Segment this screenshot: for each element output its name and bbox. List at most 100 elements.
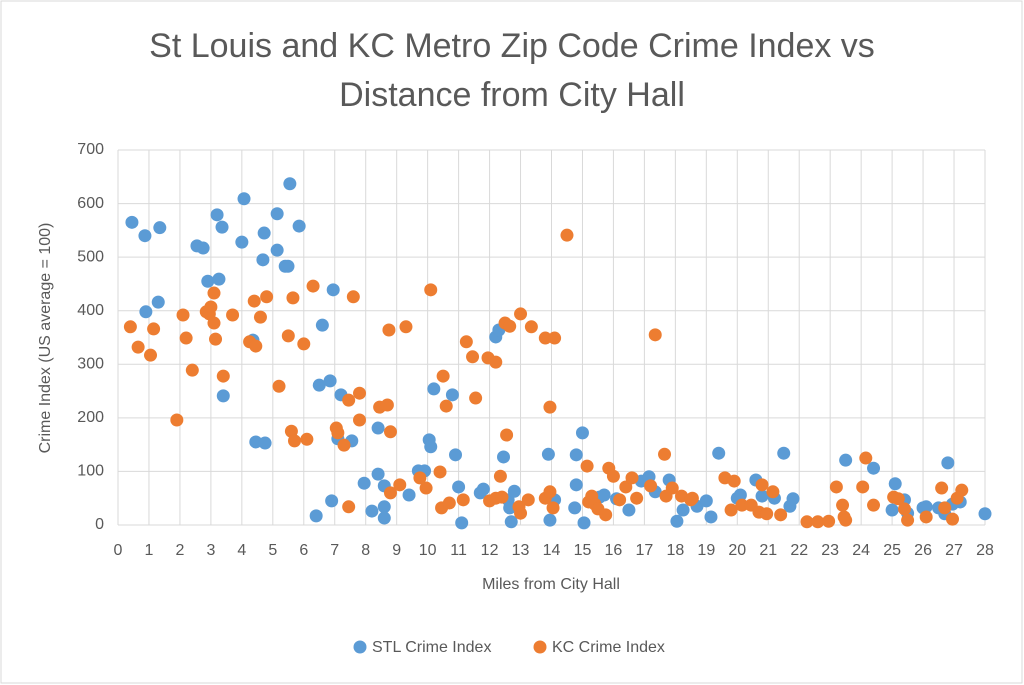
point — [625, 471, 639, 485]
point — [885, 503, 899, 517]
x-tick-label: 25 — [883, 542, 901, 559]
point — [281, 329, 295, 343]
point — [897, 502, 911, 516]
point — [569, 448, 583, 462]
point — [644, 479, 658, 493]
point — [216, 389, 230, 403]
point — [476, 482, 490, 496]
point — [312, 378, 326, 392]
point — [685, 491, 699, 505]
point — [207, 316, 221, 330]
x-tick-label: 11 — [450, 542, 467, 559]
point — [357, 476, 371, 490]
point — [606, 469, 620, 483]
point — [258, 436, 272, 450]
x-tick-label: 10 — [419, 542, 437, 559]
point — [676, 503, 690, 517]
y-tick-label: 500 — [77, 248, 104, 265]
point — [297, 337, 311, 351]
point — [670, 514, 684, 528]
point — [630, 491, 644, 505]
y-tick-label: 300 — [77, 356, 104, 373]
point — [176, 308, 190, 322]
point — [235, 235, 249, 249]
point — [123, 320, 137, 334]
point — [577, 516, 591, 530]
point — [919, 500, 933, 514]
point — [514, 506, 528, 520]
point — [829, 480, 843, 494]
point — [216, 369, 230, 383]
point — [867, 498, 881, 512]
point — [497, 450, 511, 464]
point — [541, 447, 555, 461]
point — [424, 283, 438, 297]
y-tick-label: 200 — [77, 409, 104, 426]
point — [131, 340, 145, 354]
point — [935, 481, 949, 495]
point — [733, 488, 747, 502]
x-tick-label: 0 — [114, 542, 123, 559]
point — [507, 484, 521, 498]
point — [459, 335, 473, 349]
point — [786, 492, 800, 506]
x-tick-label: 3 — [206, 542, 215, 559]
point — [436, 369, 450, 383]
legend-label: KC Crime Index — [552, 639, 665, 656]
x-tick-label: 2 — [175, 542, 184, 559]
x-tick-label: 8 — [361, 542, 370, 559]
point — [433, 465, 447, 479]
point — [315, 318, 329, 332]
point — [755, 478, 769, 492]
legend-marker — [533, 640, 547, 654]
point — [323, 374, 337, 388]
point — [888, 477, 902, 491]
point — [839, 513, 853, 527]
point — [377, 511, 391, 525]
point — [292, 219, 306, 233]
point — [622, 503, 636, 517]
point — [179, 331, 193, 345]
point — [247, 294, 261, 308]
x-tick-label: 20 — [728, 542, 746, 559]
point — [735, 498, 749, 512]
x-tick-label: 16 — [605, 542, 623, 559]
point — [760, 507, 774, 521]
x-tick-label: 21 — [759, 542, 777, 559]
point — [466, 350, 480, 364]
point — [543, 400, 557, 414]
x-tick-label: 26 — [914, 542, 932, 559]
x-tick-label: 1 — [145, 542, 154, 559]
point — [442, 496, 456, 510]
point — [144, 348, 158, 362]
point — [201, 274, 215, 288]
point — [548, 331, 562, 345]
point — [424, 440, 438, 454]
point — [619, 480, 633, 494]
point — [153, 221, 167, 235]
y-axis-title: Crime Index (US average = 100) — [37, 223, 54, 454]
point — [945, 512, 959, 526]
point — [580, 459, 594, 473]
point — [413, 471, 427, 485]
point — [427, 382, 441, 396]
x-tick-label: 18 — [666, 542, 684, 559]
point — [665, 481, 679, 495]
y-tick-label: 100 — [77, 463, 104, 480]
point — [658, 447, 672, 461]
point — [901, 513, 915, 527]
x-tick-label: 9 — [392, 542, 401, 559]
point — [839, 453, 853, 467]
point — [613, 493, 627, 507]
point — [380, 398, 394, 412]
point — [196, 241, 210, 255]
point — [309, 509, 323, 523]
point — [377, 500, 391, 514]
legend-marker — [353, 640, 367, 654]
point — [393, 478, 407, 492]
point — [256, 253, 270, 267]
x-tick-label: 22 — [790, 542, 808, 559]
point — [891, 492, 905, 506]
point — [560, 228, 574, 242]
